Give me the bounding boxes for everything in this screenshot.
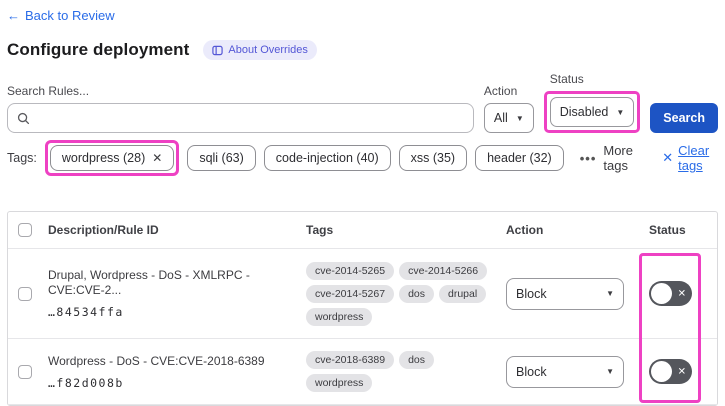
tag-chip-code-injection[interactable]: code-injection (40) [263, 145, 391, 171]
row-checkbox[interactable] [18, 286, 32, 301]
ellipsis-icon: ••• [579, 150, 597, 166]
status-filter-label: Status [549, 72, 584, 86]
column-header-description: Description/Rule ID [48, 223, 159, 237]
rule-tag-pill: cve-2014-5267 [306, 284, 395, 303]
status-filter-value: Disabled [559, 105, 609, 119]
rule-tag-pill: drupal [439, 284, 487, 303]
rule-description: Drupal, Wordpress - DoS - XMLRPC - CVE:C… [48, 268, 250, 297]
rule-tag-pill: cve-2018-6389 [306, 351, 395, 369]
rule-tag-pill: wordpress [306, 307, 373, 326]
toggle-x-icon: ✕ [677, 366, 686, 377]
tag-chip-label: xss (35) [410, 151, 456, 165]
chevron-down-icon: ▼ [515, 113, 524, 123]
status-filter-group: Status Disabled ▼ [543, 72, 641, 133]
rules-table: Description/Rule ID Tags Action Status D… [7, 211, 718, 406]
rule-id: …f82d008b [48, 375, 124, 390]
row-action-select[interactable]: Block ▼ [506, 277, 624, 310]
toggle-knob [651, 361, 672, 382]
tags-label: Tags: [7, 151, 37, 165]
row-action-value: Block [516, 364, 547, 379]
search-input-box[interactable] [7, 103, 474, 133]
tag-chip-wordpress-selected[interactable]: wordpress (28) ✕ [49, 145, 175, 171]
search-icon [17, 112, 30, 124]
tag-chip-label: header (32) [487, 151, 552, 165]
table-header-row: Description/Rule ID Tags Action Status [8, 212, 717, 249]
rule-tag-pill: dos [399, 284, 434, 303]
table-row: Drupal, Wordpress - DoS - XMLRPC - CVE:C… [8, 249, 717, 339]
action-filter-value: All [493, 111, 508, 125]
remove-tag-icon[interactable]: ✕ [152, 151, 163, 165]
chevron-down-icon: ▼ [616, 107, 625, 117]
status-toggle-off[interactable]: ✕ [649, 281, 692, 306]
row-action-value: Block [516, 286, 547, 301]
rule-tag-pill: wordpress [306, 374, 373, 392]
action-filter-group: Action All ▼ [483, 84, 534, 133]
more-tags-button[interactable]: ••• More tags [580, 143, 640, 173]
tag-chip-sqli[interactable]: sqli (63) [187, 145, 256, 171]
about-overrides-badge[interactable]: About Overrides [203, 40, 317, 60]
status-toggle-off[interactable]: ✕ [649, 359, 692, 384]
book-icon [212, 45, 224, 55]
rule-tags: cve-2018-6389 dos wordpress [306, 351, 498, 392]
back-link-label: Back to Review [25, 8, 115, 23]
toggle-knob [651, 283, 672, 304]
tag-chip-xss[interactable]: xss (35) [398, 145, 468, 171]
search-button[interactable]: Search [650, 103, 718, 133]
search-rules-input[interactable] [36, 110, 464, 126]
rule-tag-pill: cve-2014-5266 [399, 261, 488, 280]
chevron-down-icon: ▼ [606, 367, 614, 376]
chevron-down-icon: ▼ [606, 289, 614, 298]
rule-description: Wordpress - DoS - CVE:CVE-2018-6389 [48, 353, 265, 368]
toggle-x-icon: ✕ [677, 288, 686, 299]
search-rules-label: Search Rules... [7, 84, 90, 98]
clear-tags-label: Clear tags [678, 143, 710, 173]
action-filter-label: Action [483, 84, 518, 98]
search-rules-group: Search Rules... [7, 84, 474, 133]
rule-id: …84534ffa [48, 305, 124, 319]
row-checkbox[interactable] [18, 364, 32, 379]
annotation-highlight-wordpress-tag: wordpress (28) ✕ [44, 140, 180, 176]
back-arrow-icon: ← [7, 8, 20, 23]
clear-tags-link[interactable]: ✕ Clear tags [662, 143, 718, 173]
tag-chip-label: wordpress (28) [61, 151, 146, 165]
rule-tags: cve-2014-5265 cve-2014-5266 cve-2014-526… [306, 261, 498, 326]
page-title: Configure deployment [7, 40, 190, 59]
about-overrides-label: About Overrides [228, 44, 308, 56]
page-header: Configure deployment About Overrides [7, 40, 718, 60]
rule-tag-pill: dos [399, 351, 434, 369]
select-all-checkbox[interactable] [18, 223, 32, 237]
clear-icon: ✕ [662, 150, 674, 165]
status-filter-dropdown[interactable]: Disabled ▼ [549, 97, 635, 127]
filter-bar: Search Rules... Action All ▼ Status Disa… [7, 72, 718, 133]
row-action-select[interactable]: Block ▼ [506, 355, 624, 388]
rule-tag-pill: cve-2014-5265 [306, 261, 395, 280]
tag-chip-label: sqli (63) [199, 151, 244, 165]
action-filter-dropdown[interactable]: All ▼ [483, 103, 534, 133]
tag-chip-label: code-injection (40) [275, 151, 379, 165]
more-tags-label: More tags [603, 143, 633, 173]
column-header-action: Action [506, 223, 544, 237]
tag-chip-header[interactable]: header (32) [475, 145, 564, 171]
column-header-tags: Tags [306, 223, 334, 237]
table-row: Wordpress - DoS - CVE:CVE-2018-6389 …f82… [8, 339, 717, 405]
back-to-review-link[interactable]: ← Back to Review [7, 8, 115, 23]
annotation-highlight-status-filter: Disabled ▼ [543, 91, 641, 133]
column-header-status: Status [649, 223, 686, 237]
tags-filter-bar: Tags: wordpress (28) ✕ sqli (63) code-in… [7, 140, 718, 176]
